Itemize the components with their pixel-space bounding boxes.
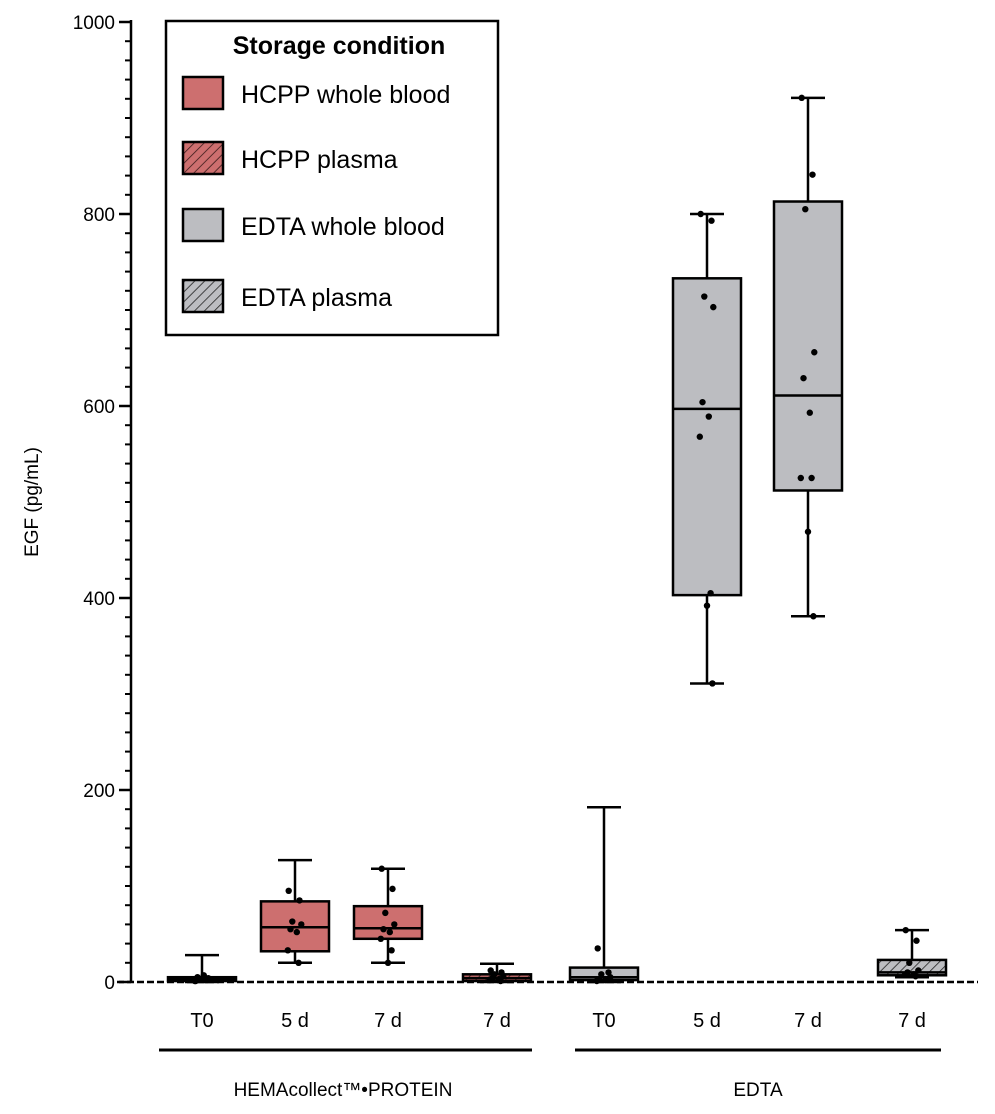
data-point [802, 206, 809, 213]
data-point [378, 865, 385, 872]
data-point [289, 918, 296, 925]
data-point [902, 926, 909, 934]
data-point [298, 921, 305, 928]
data-point [293, 928, 300, 936]
data-point [497, 977, 504, 985]
data-point [594, 945, 601, 952]
box-2: 7 d [352, 865, 424, 1032]
data-point [906, 959, 913, 966]
x-tick-label: 5 d [281, 1010, 309, 1032]
data-point [710, 303, 717, 311]
legend-entry-label: EDTA plasma [241, 284, 392, 312]
box-5: 5 d [671, 210, 743, 1032]
data-point [913, 937, 920, 944]
data-point [699, 398, 706, 406]
data-point [388, 947, 395, 954]
y-tick-label: 800 [83, 205, 115, 226]
data-point [797, 474, 804, 482]
data-point [804, 528, 812, 535]
data-point [709, 680, 716, 687]
data-point [915, 967, 922, 974]
data-point [380, 926, 387, 933]
x-tick-label: 5 d [693, 1010, 721, 1032]
y-tick-label: 200 [83, 781, 115, 802]
data-point [809, 171, 816, 178]
data-point [198, 975, 206, 983]
legend-swatch [181, 207, 225, 243]
data-point [598, 971, 605, 978]
box-3: 7 d [461, 962, 533, 1032]
data-point [191, 977, 198, 985]
legend-entry-label: HCPP whole blood [241, 81, 450, 109]
data-point [703, 602, 711, 609]
y-tick-label: 600 [83, 397, 115, 418]
data-point [284, 947, 291, 954]
data-point [808, 474, 815, 482]
data-point [810, 613, 817, 620]
data-point [811, 349, 818, 356]
data-point [605, 969, 612, 976]
x-tick-label: 7 d [794, 1010, 822, 1032]
legend-swatch [181, 75, 225, 111]
iqr-box [772, 200, 844, 492]
x-tick-label: T0 [592, 1010, 615, 1032]
y-tick-label: 1000 [73, 13, 115, 34]
data-point [382, 909, 389, 917]
data-point [593, 977, 600, 985]
legend-swatch [181, 140, 225, 176]
data-point [708, 217, 715, 224]
legend-entry-label: EDTA whole blood [241, 213, 445, 241]
box-0: T0 [166, 953, 238, 1032]
data-point [912, 973, 919, 980]
legend-title: Storage condition [233, 32, 446, 60]
box-7: 7 d [876, 926, 948, 1032]
data-point [697, 210, 704, 218]
axes: 0 200 400 600 800 1000 HEMAcollect™•PROTEIN EDT… [73, 13, 978, 1101]
y-tick-label: 0 [104, 973, 115, 994]
data-point [384, 959, 392, 966]
data-point [296, 897, 303, 904]
data-point [295, 959, 302, 966]
box-layer: T0 5 d 7 d 7 d T0 5 d 7 d 7 d [166, 94, 948, 1032]
y-axis-label: EGF (pg/mL) [22, 447, 43, 557]
iqr-box [671, 277, 743, 597]
data-point [800, 374, 807, 382]
data-point [377, 935, 384, 942]
box-1: 5 d [259, 858, 331, 1032]
box-6: 7 d [772, 94, 844, 1032]
x-tick-label: 7 d [483, 1010, 511, 1032]
data-point [705, 413, 712, 420]
x-tick-label: 7 d [374, 1010, 402, 1032]
data-point [386, 928, 393, 936]
data-point [602, 976, 609, 984]
legend-swatch [181, 278, 225, 314]
data-point [391, 921, 398, 928]
x-tick-label: T0 [190, 1010, 213, 1032]
y-tick-label: 400 [83, 589, 115, 610]
x-tick-label: 7 d [898, 1010, 926, 1032]
box-4: T0 [568, 806, 640, 1032]
data-point [285, 887, 292, 894]
legend-entry-label: HCPP plasma [241, 146, 398, 174]
group-label: HEMAcollect™•PROTEIN [234, 1080, 453, 1101]
group-label: EDTA [733, 1080, 783, 1101]
data-point [389, 885, 396, 893]
data-point [696, 433, 703, 440]
data-point [701, 293, 708, 300]
data-point [707, 590, 714, 597]
data-point [806, 409, 813, 416]
data-point [486, 976, 493, 984]
data-point [901, 972, 908, 979]
data-point [798, 94, 805, 102]
legend: Storage condition HCPP whole blood HCPP p… [164, 19, 500, 337]
data-point [287, 926, 294, 933]
